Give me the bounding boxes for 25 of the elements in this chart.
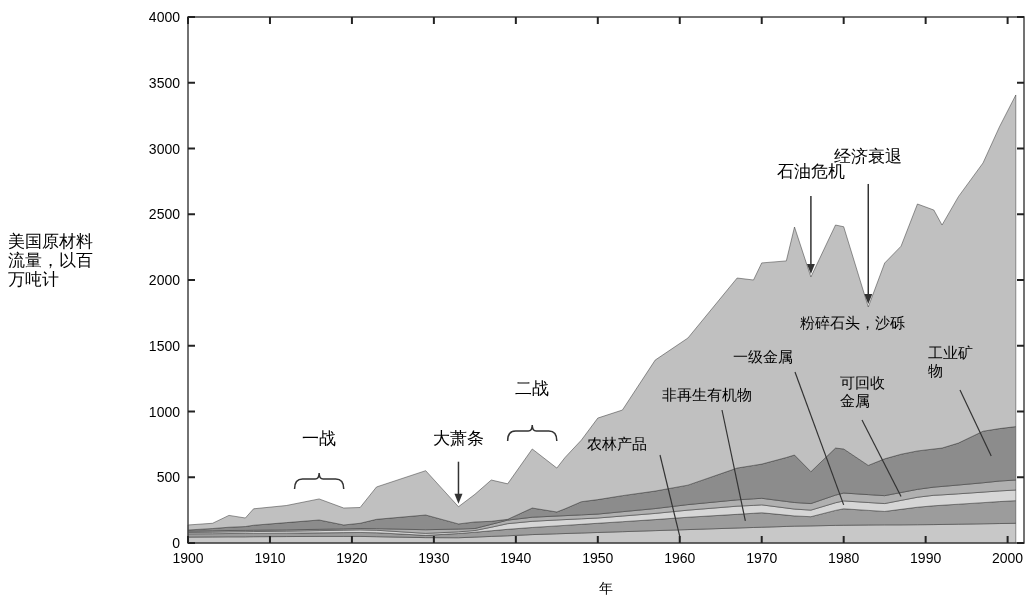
y-tick-label: 0 — [172, 535, 181, 551]
y-tick-label: 1500 — [148, 337, 181, 354]
y-tick-label: 4000 — [148, 9, 181, 25]
y-tick-label: 1000 — [148, 403, 181, 420]
y-tick-label: 500 — [156, 469, 181, 486]
x-tick-label: 1900 — [172, 550, 204, 566]
x-tick-label: 1940 — [500, 550, 532, 566]
y-tick-label: 2500 — [148, 206, 181, 223]
y-tick-label: 2000 — [148, 272, 181, 288]
x-tick-label: 1930 — [418, 550, 450, 566]
x-axis-title: 年 — [599, 580, 613, 596]
x-tick-label: 1920 — [336, 550, 368, 566]
x-tick-label: 1960 — [664, 550, 696, 566]
y-tick-label: 3000 — [148, 140, 181, 157]
y-axis-title: 美国原材料流量，以百万吨计 — [8, 232, 93, 289]
x-tick-label: 1990 — [910, 550, 942, 566]
annotation: 大萧条 — [432, 428, 484, 448]
y-tick-label: 3500 — [148, 74, 181, 91]
annotation: 一战 — [302, 428, 337, 448]
x-tick-label: 1970 — [746, 550, 778, 566]
x-tick-label: 1980 — [828, 550, 860, 566]
x-tick-label: 1950 — [582, 550, 614, 566]
annotation: 二战 — [515, 378, 550, 398]
x-tick-label: 1910 — [254, 550, 286, 566]
x-tick-label: 2000 — [992, 550, 1024, 566]
